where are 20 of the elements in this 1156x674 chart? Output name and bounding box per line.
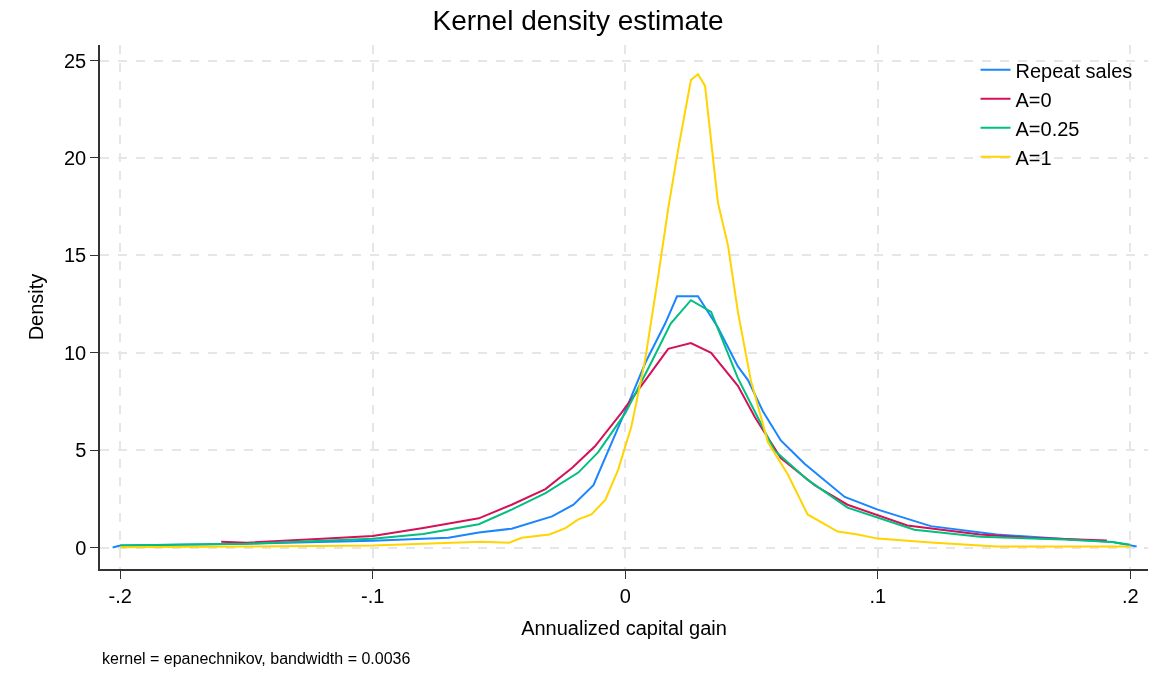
y-axis-title: Density [25, 273, 47, 341]
legend-label: A=0 [1015, 88, 1052, 111]
y-tick-label: 10 [64, 341, 87, 364]
x-tick-label: -.2 [108, 584, 132, 607]
y-tick-label: 5 [75, 439, 87, 462]
y-tick-label: 0 [75, 536, 87, 559]
chart-title: Kernel density estimate [432, 4, 724, 36]
x-tick-label: -.1 [361, 584, 385, 607]
x-tick-label: 0 [619, 584, 631, 607]
text: kernel = epanechnikov, bandwidth = 0.0036 [102, 650, 411, 667]
legend-label: A=1 [1015, 146, 1052, 169]
y-tick-label: 20 [64, 146, 87, 169]
x-tick-label: .2 [1121, 584, 1139, 607]
x-axis-title: Annualized capital gain [521, 616, 727, 639]
y-tick-label: 15 [64, 244, 87, 267]
y-tick-label: 25 [64, 49, 87, 72]
legend-label: A=0.25 [1015, 117, 1080, 140]
legend-label: Repeat sales [1015, 59, 1133, 82]
x-tick-label: .1 [869, 584, 887, 607]
line-series [220, 342, 1108, 544]
